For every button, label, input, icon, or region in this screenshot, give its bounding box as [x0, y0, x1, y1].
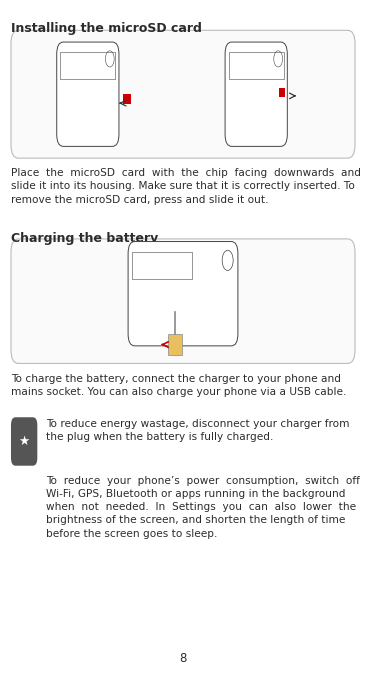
Text: ★: ★ — [19, 435, 30, 448]
FancyBboxPatch shape — [11, 30, 355, 158]
Bar — [123, 94, 131, 104]
Text: To  reduce  your  phone’s  power  consumption,  switch  off
Wi-Fi, GPS, Bluetoot: To reduce your phone’s power consumption… — [46, 476, 361, 538]
FancyBboxPatch shape — [128, 242, 238, 346]
FancyBboxPatch shape — [11, 239, 355, 363]
FancyBboxPatch shape — [57, 42, 119, 147]
Text: Charging the battery: Charging the battery — [11, 232, 158, 245]
Text: Installing the microSD card: Installing the microSD card — [11, 22, 202, 34]
Text: To reduce energy wastage, disconnect your charger from
the plug when the battery: To reduce energy wastage, disconnect you… — [46, 419, 350, 441]
Text: Place  the  microSD  card  with  the  chip  facing  downwards  and
slide it into: Place the microSD card with the chip fac… — [11, 168, 361, 205]
FancyBboxPatch shape — [11, 417, 37, 466]
Text: 8: 8 — [179, 652, 187, 665]
FancyBboxPatch shape — [225, 42, 287, 147]
Bar — [168, 334, 182, 355]
Bar — [279, 88, 285, 97]
Text: To charge the battery, connect the charger to your phone and
mains socket. You c: To charge the battery, connect the charg… — [11, 374, 346, 396]
